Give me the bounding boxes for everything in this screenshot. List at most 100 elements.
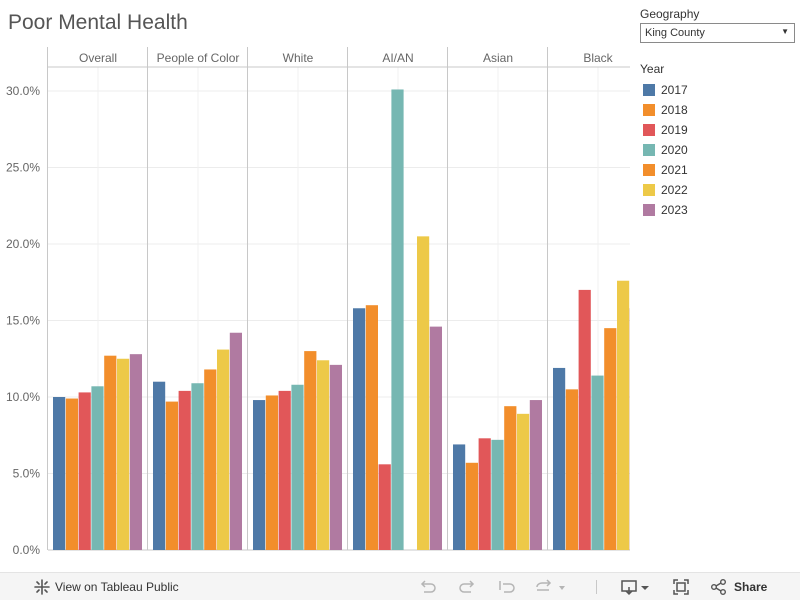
bar-people-of-color-2021 xyxy=(204,369,217,550)
bar-overall-2021 xyxy=(104,355,117,550)
bar-people-of-color-2020 xyxy=(191,383,204,550)
bar-people-of-color-2019 xyxy=(178,390,191,550)
geography-dropdown[interactable]: King County ▼ xyxy=(640,23,795,43)
bar-asian-2021 xyxy=(504,406,517,550)
bar-chart: 0.0% 5.0% 10.0% 15.0% 20.0% 25.0% 30.0% Overall… xyxy=(6,47,630,557)
legend-swatch xyxy=(643,104,655,116)
legend-label: 2022 xyxy=(661,183,688,197)
bar-ai-an-2022 xyxy=(417,236,430,550)
geography-dropdown-value: King County xyxy=(645,27,705,39)
legend-item-2017[interactable]: 2017 xyxy=(643,80,688,100)
bar-black-2018 xyxy=(565,389,578,550)
bar-white-2017 xyxy=(253,400,266,550)
bar-ai-an-2018 xyxy=(365,305,378,550)
legend-swatch xyxy=(643,164,655,176)
legend-item-2019[interactable]: 2019 xyxy=(643,120,688,140)
y-tick-label: 20.0% xyxy=(6,237,40,251)
bar-asian-2022 xyxy=(517,413,530,550)
legend-title: Year xyxy=(640,62,665,76)
y-tick-label: 25.0% xyxy=(6,161,40,175)
y-tick-label: 15.0% xyxy=(6,314,40,328)
bar-white-2018 xyxy=(265,395,278,550)
fullscreen-icon xyxy=(672,578,690,596)
bar-black-2021 xyxy=(604,328,617,550)
bar-asian-2019 xyxy=(478,438,491,550)
legend-item-2020[interactable]: 2020 xyxy=(643,140,688,160)
undo-icon xyxy=(418,578,438,596)
category-header: People of Color xyxy=(157,51,240,65)
share-label: Share xyxy=(734,580,768,594)
revert-button[interactable] xyxy=(497,577,517,597)
redo-button[interactable] xyxy=(457,577,477,597)
refresh-button[interactable] xyxy=(534,577,566,597)
legend-swatch xyxy=(643,184,655,196)
legend-item-2018[interactable]: 2018 xyxy=(643,100,688,120)
bar-ai-an-2019 xyxy=(378,464,391,550)
page-title: Poor Mental Health xyxy=(8,11,188,34)
legend-swatch xyxy=(643,144,655,156)
geography-filter-label: Geography xyxy=(640,7,700,21)
legend-item-2021[interactable]: 2021 xyxy=(643,160,688,180)
legend-swatch xyxy=(643,124,655,136)
bar-black-2017 xyxy=(553,367,566,550)
bar-ai-an-2023 xyxy=(429,326,442,550)
bar-people-of-color-2023 xyxy=(229,332,242,550)
bar-overall-2017 xyxy=(53,397,66,550)
legend-label: 2020 xyxy=(661,143,688,157)
category-header: White xyxy=(283,51,314,65)
share-button[interactable]: Share xyxy=(710,577,767,597)
y-tick-label: 5.0% xyxy=(13,467,41,481)
bar-people-of-color-2022 xyxy=(217,349,230,550)
share-icon xyxy=(710,578,728,596)
undo-button[interactable] xyxy=(418,577,438,597)
redo-icon xyxy=(457,578,477,596)
revert-icon xyxy=(497,578,517,596)
view-on-tableau-button[interactable]: View on Tableau Public xyxy=(33,577,179,597)
category-header: Black xyxy=(583,51,613,65)
refresh-icon xyxy=(534,578,566,596)
category-header: Overall xyxy=(79,51,117,65)
legend-label: 2023 xyxy=(661,203,688,217)
bar-asian-2023 xyxy=(529,400,542,550)
legend-label: 2019 xyxy=(661,123,688,137)
bar-asian-2018 xyxy=(465,462,478,550)
bar-overall-2022 xyxy=(117,358,130,550)
bar-overall-2020 xyxy=(91,386,104,550)
bar-people-of-color-2018 xyxy=(165,401,178,550)
bar-white-2020 xyxy=(291,384,304,550)
chevron-down-icon: ▼ xyxy=(781,27,789,36)
legend-item-2022[interactable]: 2022 xyxy=(643,180,688,200)
y-tick-label: 30.0% xyxy=(6,84,40,98)
view-on-tableau-label: View on Tableau Public xyxy=(55,580,179,594)
bar-ai-an-2017 xyxy=(353,308,366,550)
bar-black-2019 xyxy=(578,289,591,550)
bar-asian-2017 xyxy=(453,444,466,550)
legend-swatch xyxy=(643,204,655,216)
bottom-toolbar: View on Tableau Public xyxy=(0,572,800,600)
bar-white-2022 xyxy=(317,360,330,550)
bar-white-2021 xyxy=(304,351,317,550)
tableau-logo-icon xyxy=(33,578,51,596)
toolbar-divider xyxy=(596,580,597,594)
bar-white-2019 xyxy=(278,390,291,550)
download-button[interactable] xyxy=(620,577,652,597)
bar-overall-2019 xyxy=(78,392,91,550)
category-header: Asian xyxy=(483,51,513,65)
fullscreen-button[interactable] xyxy=(672,577,690,597)
bar-white-2023 xyxy=(329,364,342,550)
y-tick-label: 0.0% xyxy=(13,543,41,557)
year-legend: 2017 2018 2019 2020 2021 2022 2023 xyxy=(643,80,688,220)
bar-asian-2020 xyxy=(491,439,504,550)
legend-label: 2021 xyxy=(661,163,688,177)
category-header: AI/AN xyxy=(382,51,413,65)
y-tick-label: 10.0% xyxy=(6,390,40,404)
legend-item-2023[interactable]: 2023 xyxy=(643,200,688,220)
bar-black-2020 xyxy=(591,375,604,550)
bar-ai-an-2020 xyxy=(391,89,404,550)
legend-label: 2017 xyxy=(661,83,688,97)
legend-swatch xyxy=(643,84,655,96)
legend-label: 2018 xyxy=(661,103,688,117)
bar-black-2022 xyxy=(617,280,630,550)
bar-overall-2018 xyxy=(65,398,78,550)
